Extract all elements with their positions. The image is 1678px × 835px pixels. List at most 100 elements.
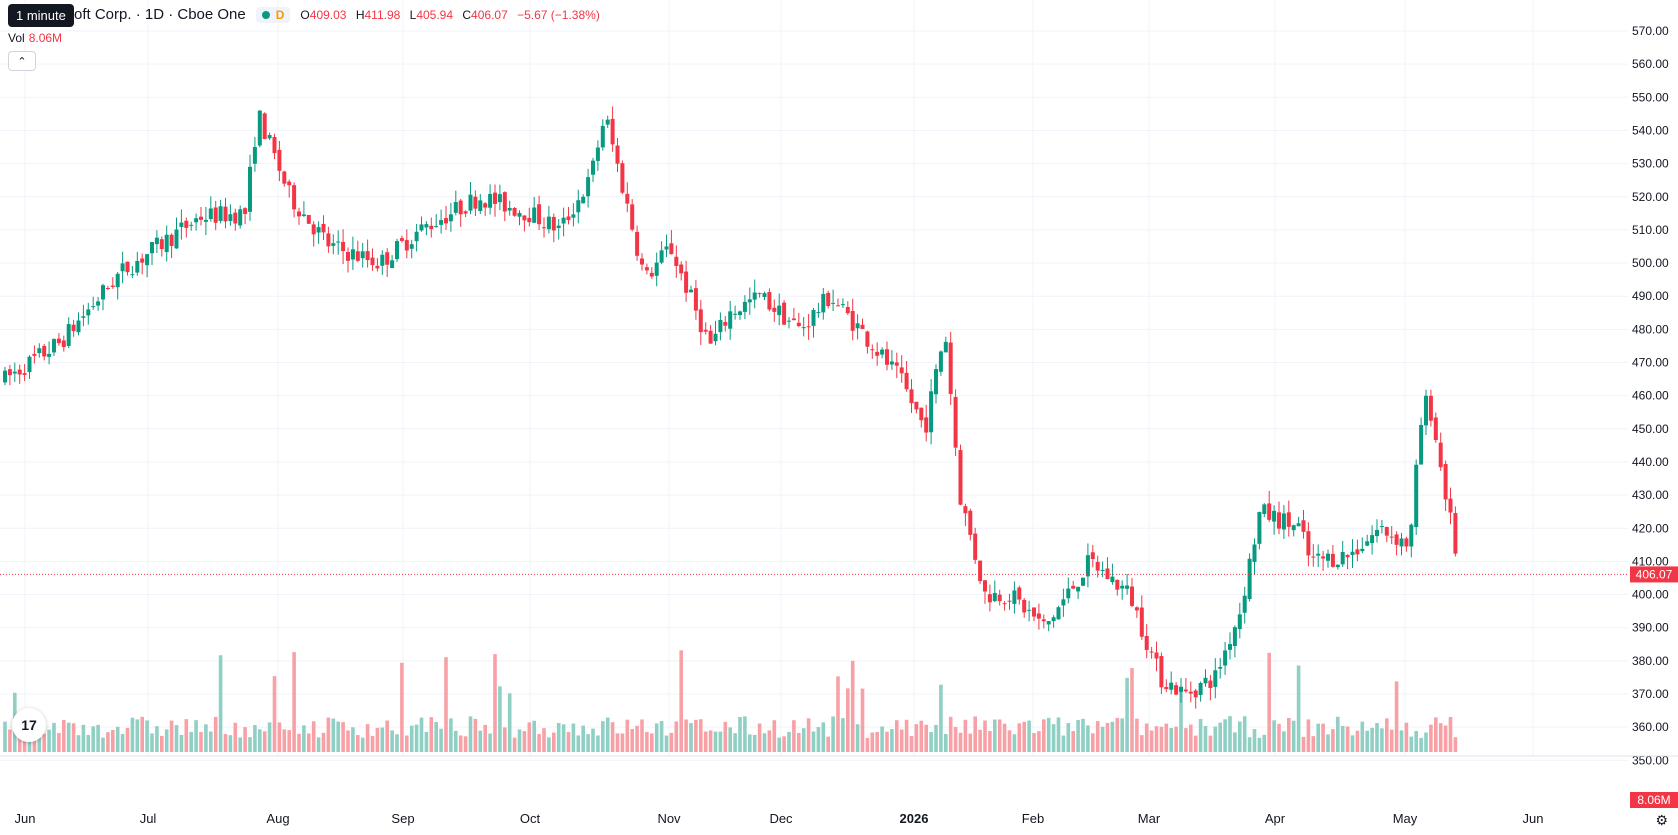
candle-body: [1090, 552, 1095, 560]
y-tick-label: 410.00: [1632, 554, 1669, 568]
candle-body: [125, 261, 130, 273]
candle-body: [914, 401, 919, 410]
candle-body: [370, 257, 375, 266]
collapse-legend-button[interactable]: ⌃: [8, 51, 36, 71]
candle-body: [189, 224, 194, 226]
candle-body: [542, 227, 546, 229]
candle-body: [1306, 531, 1311, 556]
candle-body: [664, 246, 669, 250]
volume-bar: [164, 729, 169, 752]
volume-bar: [1203, 725, 1208, 752]
volume-bar: [1042, 719, 1046, 752]
volume-bar: [904, 719, 909, 752]
candle-body: [1193, 690, 1198, 698]
volume-bar: [1184, 728, 1188, 752]
candle-body: [919, 407, 924, 421]
volume-bar: [238, 737, 242, 752]
volume-bar: [439, 728, 443, 752]
x-tick-label: May: [1393, 811, 1418, 826]
candle-body: [689, 289, 693, 293]
volume-bar: [1282, 731, 1286, 752]
volume-bar: [1086, 725, 1090, 752]
low-value: 405.94: [416, 7, 454, 22]
gear-icon[interactable]: ⚙: [1655, 812, 1668, 828]
volume-bar: [929, 731, 933, 752]
candle-body: [414, 231, 419, 242]
volume-bar: [517, 729, 522, 752]
candle-body: [1007, 600, 1012, 602]
volume-bar: [1306, 719, 1311, 752]
volume-bar: [458, 735, 463, 752]
candle-body: [91, 306, 96, 308]
candle-body: [983, 580, 987, 592]
candle-body: [1424, 395, 1428, 426]
volume-bar: [174, 725, 179, 752]
y-tick-label: 350.00: [1632, 753, 1669, 767]
y-tick-label: 510.00: [1632, 223, 1669, 237]
candle-body: [1301, 520, 1306, 532]
interval-tooltip: 1 minute: [8, 4, 74, 27]
y-tick-label: 480.00: [1632, 322, 1669, 336]
volume-bar: [875, 731, 879, 752]
volume-bar: [1414, 730, 1418, 752]
volume-bar: [532, 720, 536, 752]
candle-body: [86, 309, 91, 316]
candle-body: [992, 592, 997, 602]
volume-bar: [831, 716, 835, 752]
volume-bar: [204, 724, 208, 752]
candle-body: [909, 389, 914, 404]
volume-bar: [1385, 718, 1389, 752]
volume-bar: [1424, 732, 1428, 752]
volume-bar: [963, 719, 968, 752]
tradingview-logo[interactable]: 17: [12, 708, 46, 742]
candle-body: [282, 171, 287, 184]
candle-body: [203, 219, 208, 222]
volume-bar: [1365, 730, 1369, 752]
volume-bar: [258, 729, 262, 752]
volume-bar: [757, 723, 762, 752]
y-tick-label: 570.00: [1632, 24, 1669, 38]
candle-body: [1428, 395, 1433, 421]
candle-body: [1267, 503, 1272, 520]
volume-bar: [787, 731, 791, 752]
symbol-title[interactable]: oft Corp. · 1D · Cboe One: [74, 6, 246, 23]
volume-bar: [62, 719, 66, 752]
volume-bar: [1179, 687, 1183, 752]
candle-body: [419, 224, 424, 231]
candle-body: [350, 249, 355, 260]
candle-body: [826, 292, 831, 307]
status-badge[interactable]: D: [255, 6, 291, 23]
volume-bar: [223, 734, 228, 752]
candle-body: [473, 196, 478, 209]
candle-body: [429, 225, 434, 230]
candle-body: [468, 194, 473, 211]
volume-bar: [1027, 720, 1031, 752]
volume-bar: [713, 731, 718, 752]
volume-bar: [507, 693, 512, 752]
volume-bar: [419, 717, 424, 752]
candle-body: [708, 330, 713, 344]
volume-bar: [1144, 723, 1149, 752]
candle-body: [733, 313, 738, 315]
candle-body: [110, 285, 115, 287]
candle-body: [894, 362, 899, 366]
candle-body: [478, 200, 483, 212]
volume-bar: [1022, 721, 1026, 752]
volume-bar: [311, 721, 316, 752]
volume-bar: [708, 730, 713, 752]
candle-body: [566, 216, 571, 221]
candle-body: [1365, 541, 1370, 546]
candle-body: [1066, 588, 1071, 599]
candle-body: [1262, 504, 1267, 514]
volume-bar: [1257, 737, 1262, 752]
volume-bar: [659, 721, 664, 752]
y-tick-label: 440.00: [1632, 455, 1669, 469]
volume-bar: [674, 721, 679, 752]
volume-bar: [988, 731, 992, 752]
candle-body: [1144, 636, 1149, 650]
candle-body: [875, 351, 880, 356]
volume-bar: [243, 727, 247, 752]
candle-body: [1017, 587, 1022, 600]
volume-bar: [493, 654, 497, 752]
